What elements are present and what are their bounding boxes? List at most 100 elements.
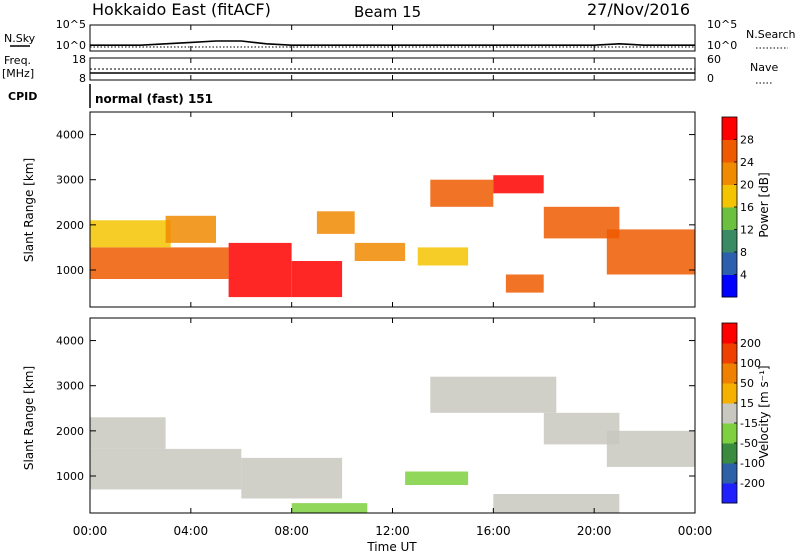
- colorbar-swatch: [722, 184, 737, 208]
- y-tick-label: 3000: [56, 380, 84, 393]
- noise-tick-top-left: 10^5: [56, 18, 86, 31]
- colorbar-swatch: [722, 252, 737, 275]
- colorbar-tick-label: 15: [740, 397, 754, 410]
- nave-label: Nave: [750, 61, 778, 74]
- x-tick-label: 08:00: [274, 524, 309, 538]
- colorbar-tick-label: -200: [740, 477, 765, 490]
- heatmap-cell: [165, 215, 216, 243]
- heatmap-cell: [291, 261, 343, 298]
- nave-tick-bottom-right: 0: [707, 72, 714, 85]
- velocity-ylabel: Slant Range [km]: [22, 366, 36, 470]
- velocity-colorbar-label: Velocity [m s⁻¹]: [757, 365, 771, 458]
- y-tick-label: 2000: [56, 425, 84, 438]
- x-tick-label: 16:00: [476, 524, 511, 538]
- colorbar-swatch: [722, 162, 737, 185]
- colorbar-swatch: [722, 117, 737, 140]
- heatmap-cell: [430, 179, 494, 207]
- y-tick-label: 2000: [56, 219, 84, 232]
- nsky-series-line: [90, 40, 695, 47]
- x-tick-label: 20:00: [577, 524, 612, 538]
- colorbar-tick-label: 12: [740, 224, 754, 237]
- y-tick-label: 4000: [56, 129, 84, 142]
- beam-title: Beam 15: [354, 3, 421, 21]
- y-tick-label: 1000: [56, 264, 84, 277]
- x-tick-label: 00:00: [73, 524, 108, 538]
- cpid-label: CPID: [8, 90, 37, 103]
- heatmap-cell: [90, 448, 242, 490]
- colorbar-tick-label: 16: [740, 201, 754, 214]
- colorbar-swatch: [722, 343, 737, 364]
- freq-tick-top-left: 18: [72, 53, 86, 66]
- y-tick-label: 4000: [56, 335, 84, 348]
- heatmap-cell: [90, 417, 166, 449]
- x-axis-ticks: 00:00 04:00 08:00 12:00 16:00 20:00 00:00: [73, 25, 713, 538]
- heatmap-cell: [417, 247, 469, 266]
- cpid-value: normal (fast) 151: [95, 92, 213, 106]
- heatmap-cell: [505, 274, 544, 293]
- heatmap-cell: [291, 503, 368, 513]
- colorbar-tick-label: 28: [740, 134, 754, 147]
- power-y-ticks: 1000 2000 3000 4000: [56, 129, 695, 277]
- noise-tick-bottom-right: 10^0: [707, 39, 737, 52]
- heatmap-cell: [228, 242, 292, 298]
- heatmap-cell: [493, 175, 544, 194]
- noise-tick-bottom-left: 10^0: [56, 39, 86, 52]
- colorbar-swatch: [722, 443, 737, 464]
- power-plot: [90, 175, 695, 298]
- nsky-label: N.Sky: [4, 32, 36, 45]
- colorbar-tick-label: 200: [740, 337, 761, 350]
- colorbar-swatch: [722, 139, 737, 163]
- colorbar-swatch: [722, 323, 737, 344]
- heatmap-cell: [493, 494, 620, 513]
- colorbar-swatch: [722, 403, 737, 424]
- y-tick-label: 3000: [56, 174, 84, 187]
- heatmap-cell: [354, 242, 406, 261]
- freq-label: Freq.: [4, 54, 31, 67]
- nsearch-label: N.Search: [746, 28, 796, 41]
- heatmap-cell: [606, 229, 695, 275]
- velocity-y-ticks: 1000 2000 3000 4000: [56, 335, 695, 483]
- colorbar-tick-label: 20: [740, 179, 754, 192]
- heatmap-cell: [316, 211, 355, 234]
- x-tick-label: 12:00: [375, 524, 410, 538]
- colorbar-tick-label: 100: [740, 357, 761, 370]
- power-ylabel: Slant Range [km]: [22, 158, 36, 262]
- heatmap-cell: [430, 376, 557, 413]
- x-axis-label: Time UT: [366, 540, 417, 554]
- colorbar-frame: [721, 322, 738, 504]
- heatmap-cell: [405, 471, 469, 485]
- colorbar-swatch: [722, 363, 737, 384]
- colorbar-tick-label: 50: [740, 377, 754, 390]
- heatmap-cell: [241, 457, 343, 499]
- velocity-colorbar: 200 100 50 15 -15 -50 -100 -200: [721, 322, 765, 504]
- velocity-plot: [90, 376, 695, 513]
- colorbar-swatch: [722, 207, 737, 230]
- colorbar-tick-label: -100: [740, 457, 765, 470]
- heatmap-cell: [90, 247, 229, 279]
- freq-unit-label: [MHz]: [2, 67, 34, 80]
- colorbar-swatch: [722, 463, 737, 484]
- noise-tick-top-right: 10^5: [707, 18, 737, 31]
- power-colorbar: 4 8 12 16 20 24 28: [721, 116, 754, 298]
- colorbar-tick-label: -50: [740, 437, 758, 450]
- heatmap-cell: [90, 220, 171, 248]
- station-title: Hokkaido East (fitACF): [92, 0, 271, 19]
- freq-tick-bottom-left: 8: [79, 72, 86, 85]
- colorbar-swatch: [722, 483, 737, 504]
- colorbar-swatch: [722, 274, 737, 298]
- y-tick-label: 1000: [56, 470, 84, 483]
- colorbar-swatch: [722, 383, 737, 404]
- heatmap-cell: [606, 430, 695, 467]
- colorbar-swatch: [722, 229, 737, 253]
- colorbar-tick-label: -15: [740, 417, 758, 430]
- x-tick-label: 04:00: [174, 524, 209, 538]
- colorbar-swatch: [722, 423, 737, 444]
- colorbar-tick-label: 24: [740, 156, 754, 169]
- colorbar-tick-label: 4: [740, 269, 747, 282]
- x-tick-label: 00:00: [678, 524, 713, 538]
- power-colorbar-label: Power [dB]: [757, 172, 771, 237]
- date-title: 27/Nov/2016: [587, 0, 690, 19]
- nave-tick-top-right: 60: [707, 53, 721, 66]
- colorbar-tick-label: 8: [740, 246, 747, 259]
